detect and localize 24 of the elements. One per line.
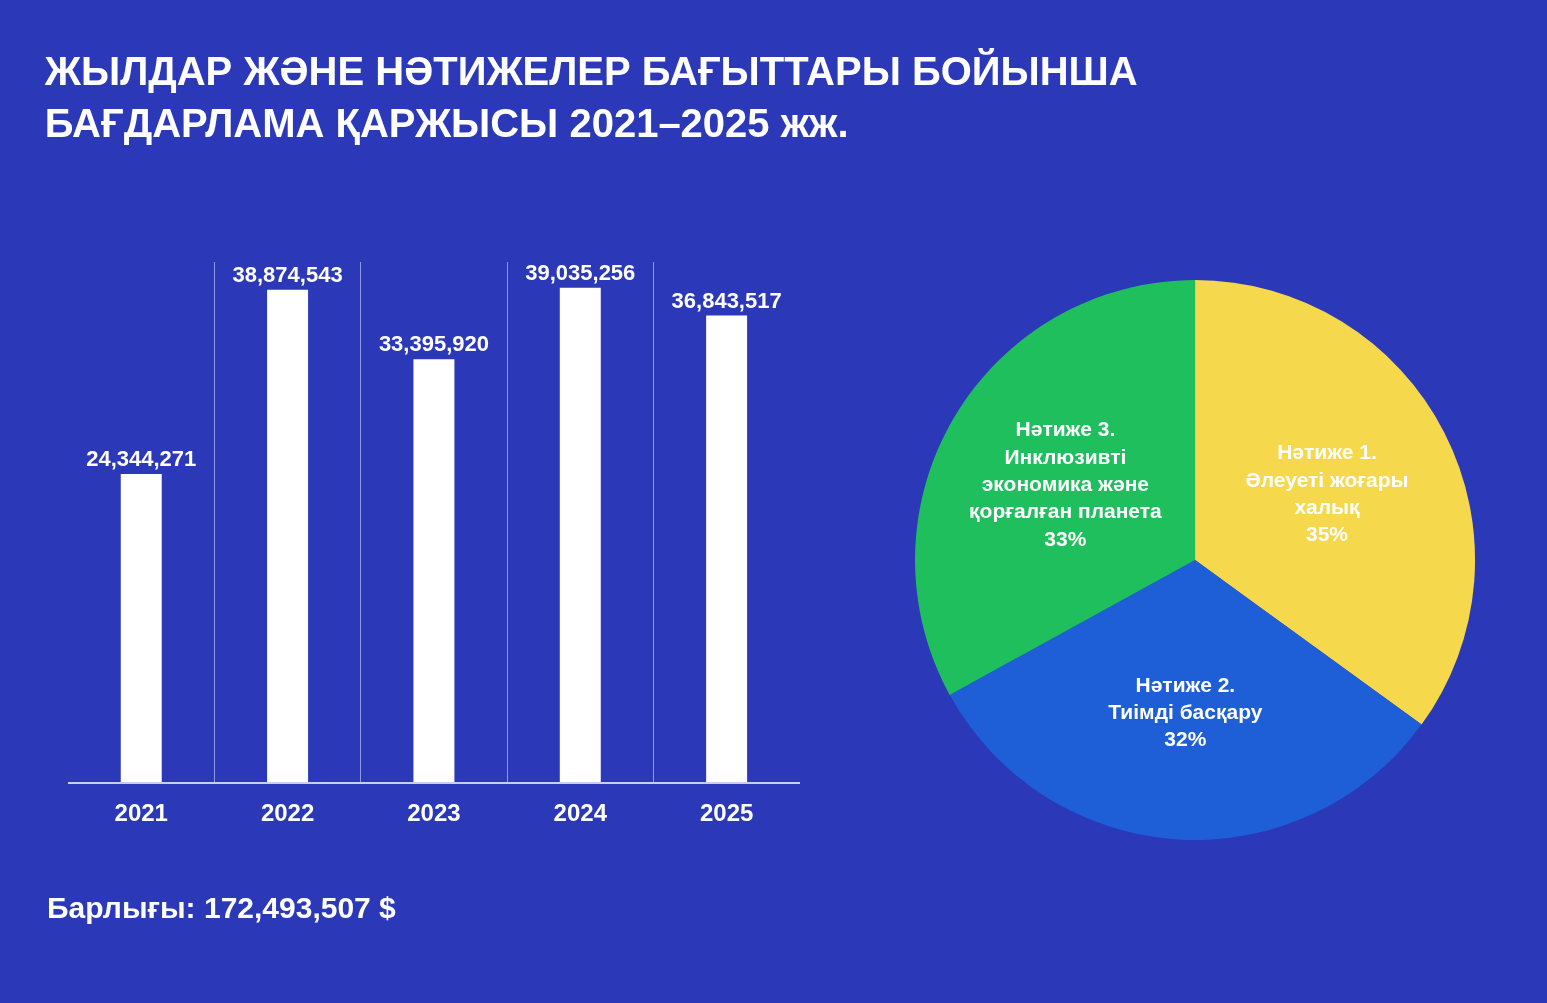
data-label: 36,843,517 bbox=[671, 287, 782, 313]
data-label: 33% bbox=[1044, 526, 1087, 550]
data-label: 35% bbox=[1305, 522, 1349, 546]
x-tick-label: 2024 bbox=[553, 799, 608, 827]
pie-slice bbox=[949, 560, 1422, 840]
bar bbox=[267, 289, 309, 783]
slice-label: Нәтиже 2. Тиімді басқару bbox=[1108, 672, 1263, 724]
slice-label: Нәтиже 3. Инклюзивті экономика және қорғалған планета bbox=[969, 417, 1163, 523]
x-tick-label: 2021 bbox=[114, 799, 168, 827]
data-label: 38,874,543 bbox=[232, 261, 343, 287]
bar bbox=[559, 287, 601, 783]
bar bbox=[120, 473, 162, 783]
bar bbox=[706, 315, 748, 783]
x-tick-label: 2023 bbox=[407, 799, 461, 827]
data-label: 32% bbox=[1164, 727, 1207, 751]
data-label: 24,344,271 bbox=[86, 445, 197, 471]
slice-label: Нәтиже 1. Әлеуеті жоғары халық bbox=[1245, 440, 1409, 518]
text: Барлығы: 172,493,507 $ bbox=[47, 891, 397, 924]
data-label: 39,035,256 bbox=[525, 259, 636, 285]
x-tick-label: 2022 bbox=[260, 799, 315, 827]
bar bbox=[413, 359, 455, 783]
chart-title: ЖЫЛДАР ЖӘНЕ НӘТИЖЕЛЕР БАҒЫТТАРЫ БОЙЫНША БАҒДАРЛАМА ҚАРЖЫСЫ 2021–2025 жж. bbox=[43, 48, 1138, 146]
x-tick-label: 2025 bbox=[699, 799, 754, 827]
data-label: 33,395,920 bbox=[378, 331, 489, 357]
